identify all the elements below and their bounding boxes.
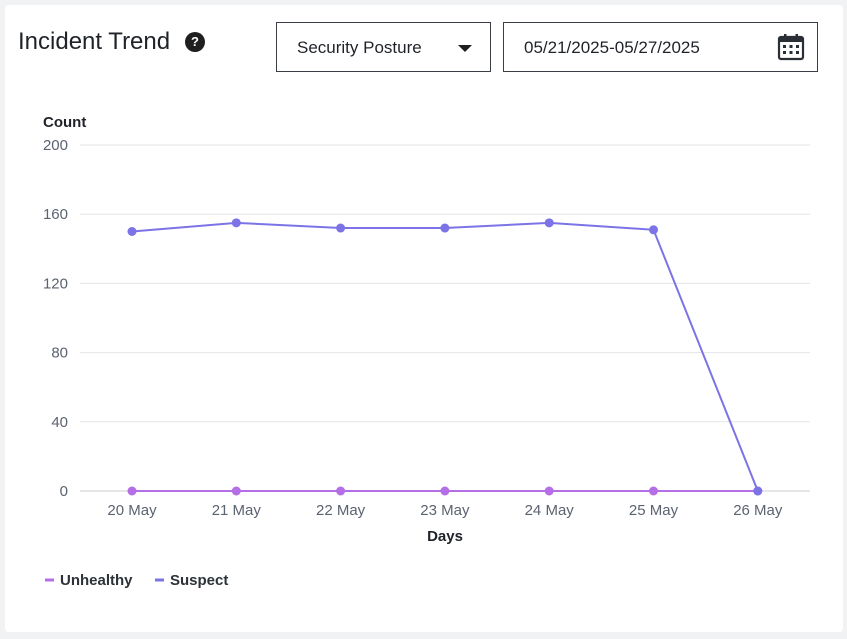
data-point-suspect bbox=[544, 218, 554, 228]
category-select-value: Security Posture bbox=[297, 38, 422, 57]
x-tick-label: 25 May bbox=[629, 502, 679, 519]
x-tick-label: 23 May bbox=[420, 502, 470, 519]
x-tick-label: 22 May bbox=[316, 502, 366, 519]
data-point-unhealthy bbox=[336, 486, 346, 496]
data-point-suspect bbox=[649, 225, 658, 235]
data-point-suspect bbox=[127, 227, 137, 236]
calendar-icon[interactable] bbox=[777, 33, 805, 66]
series-line-suspect bbox=[131, 221, 759, 492]
date-range-input[interactable]: 05/21/2025-05/27/2025 bbox=[503, 22, 818, 72]
x-tick-label: 20 May bbox=[107, 502, 157, 519]
data-point-unhealthy bbox=[127, 486, 137, 496]
help-circle-icon[interactable]: ? bbox=[185, 32, 205, 52]
data-point-suspect bbox=[440, 223, 450, 233]
x-tick-label: 26 May bbox=[733, 502, 783, 519]
data-point-suspect bbox=[231, 218, 241, 228]
data-point-unhealthy bbox=[544, 486, 554, 496]
y-tick-label: 160 bbox=[43, 206, 68, 223]
y-tick-label: 0 bbox=[60, 483, 68, 500]
data-point-suspect bbox=[336, 223, 346, 233]
category-select[interactable]: Security Posture bbox=[276, 22, 491, 72]
y-tick-label: 40 bbox=[51, 414, 68, 431]
y-tick-label: 200 bbox=[43, 137, 68, 154]
data-point-unhealthy bbox=[649, 486, 658, 496]
data-point-unhealthy bbox=[440, 486, 450, 496]
legend-label-unhealthy: Unhealthy bbox=[60, 572, 133, 589]
y-tick-label: 80 bbox=[51, 345, 68, 362]
y-tick-label: 120 bbox=[43, 275, 68, 292]
x-tick-label: 21 May bbox=[212, 502, 262, 519]
incident-trend-card bbox=[5, 5, 843, 632]
data-point-suspect bbox=[753, 486, 763, 496]
x-tick-label: 24 May bbox=[525, 502, 575, 519]
y-axis-title: Count bbox=[43, 114, 86, 131]
x-axis-title: Days bbox=[427, 528, 463, 545]
legend-label-suspect: Suspect bbox=[170, 572, 228, 589]
data-point-unhealthy bbox=[231, 486, 241, 496]
chevron-down-icon bbox=[458, 45, 472, 52]
page-title: Incident Trend bbox=[18, 28, 171, 55]
date-range-value: 05/21/2025-05/27/2025 bbox=[524, 38, 700, 57]
